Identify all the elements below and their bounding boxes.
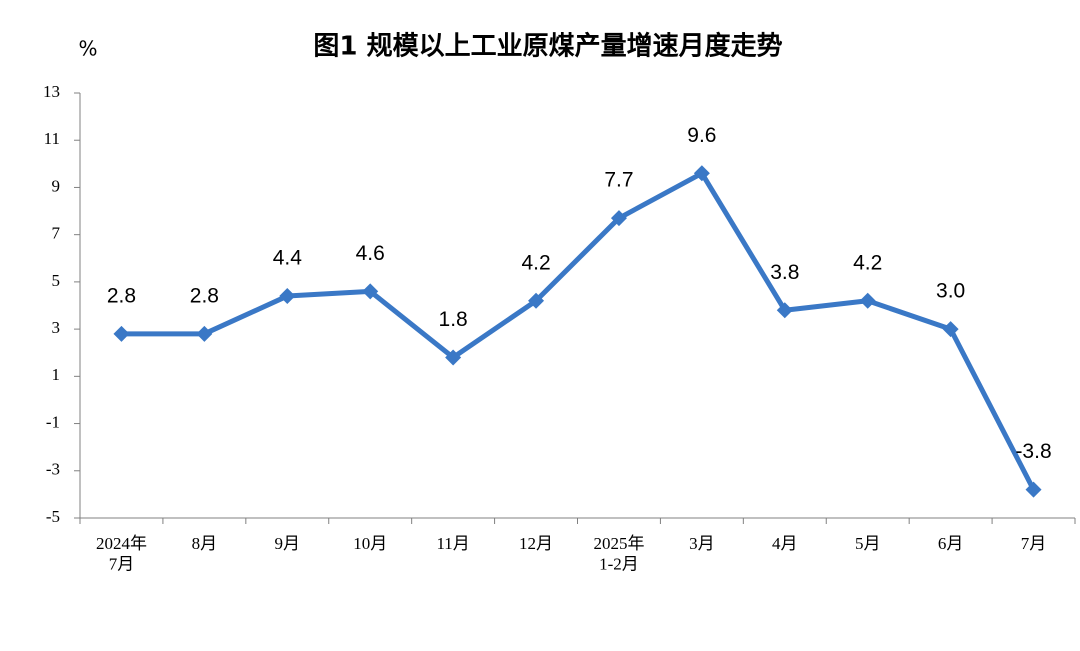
y-tick-label: -3 [46, 460, 60, 479]
data-label: 1.8 [439, 308, 468, 331]
data-point [776, 302, 793, 319]
y-tick-label: -5 [46, 507, 60, 526]
data-label: 3.8 [770, 261, 799, 284]
x-tick-label: 3月 [689, 534, 715, 553]
y-tick-label: 7 [52, 224, 61, 243]
data-point [1025, 481, 1042, 498]
data-point [196, 325, 213, 342]
data-label: 7.7 [604, 169, 633, 192]
x-tick-label: 2025年 1-2月 [593, 534, 644, 573]
data-point [528, 292, 545, 309]
data-label: -3.8 [1015, 440, 1051, 463]
x-tick-label: 9月 [275, 534, 301, 553]
x-tick-label: 6月 [938, 534, 964, 553]
series-line [121, 170, 1036, 491]
x-tick-label: 2024年 7月 [96, 534, 147, 573]
y-tick-label: 13 [43, 82, 60, 101]
data-label: 2.8 [107, 284, 136, 307]
y-tick-label: 3 [52, 318, 61, 337]
data-point [693, 165, 710, 182]
data-label: 3.0 [936, 280, 965, 303]
x-tick-label: 4月 [772, 534, 798, 553]
x-tick-label: 5月 [855, 534, 881, 553]
x-tick-label: 7月 [1021, 534, 1047, 553]
y-tick-label: 5 [52, 271, 61, 290]
data-point [859, 292, 876, 309]
x-tick-label: 11月 [436, 534, 469, 553]
data-point [942, 321, 959, 338]
y-tick-label: 1 [52, 365, 61, 384]
data-point [362, 283, 379, 300]
data-label: 9.6 [687, 124, 716, 147]
data-label: 4.2 [521, 251, 550, 274]
x-tick-label: 8月 [192, 534, 218, 553]
data-point [445, 349, 462, 366]
data-label: 4.4 [273, 247, 303, 270]
data-label: 4.6 [356, 242, 385, 265]
y-axis-unit: % [78, 37, 97, 61]
x-tick-label: 12月 [519, 534, 553, 553]
data-point [113, 325, 130, 342]
data-label: 4.2 [853, 251, 882, 274]
y-tick-label: 11 [44, 129, 60, 148]
data-point [610, 210, 627, 227]
chart-title: 图1 规模以上工业原煤产量增速月度走势 [313, 31, 782, 62]
y-tick-label: -1 [46, 412, 60, 431]
data-label: 2.8 [190, 284, 219, 307]
y-tick-label: 9 [52, 176, 61, 195]
data-point [279, 288, 296, 305]
x-tick-label: 10月 [353, 534, 387, 553]
